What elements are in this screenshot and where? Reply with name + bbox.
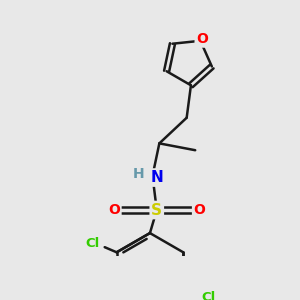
Text: O: O <box>196 32 208 46</box>
Text: Cl: Cl <box>85 237 100 250</box>
Text: O: O <box>194 203 206 217</box>
Text: H: H <box>133 167 145 181</box>
Text: N: N <box>150 170 163 185</box>
Text: S: S <box>151 202 162 217</box>
Text: O: O <box>108 203 120 217</box>
Text: Cl: Cl <box>202 291 216 300</box>
